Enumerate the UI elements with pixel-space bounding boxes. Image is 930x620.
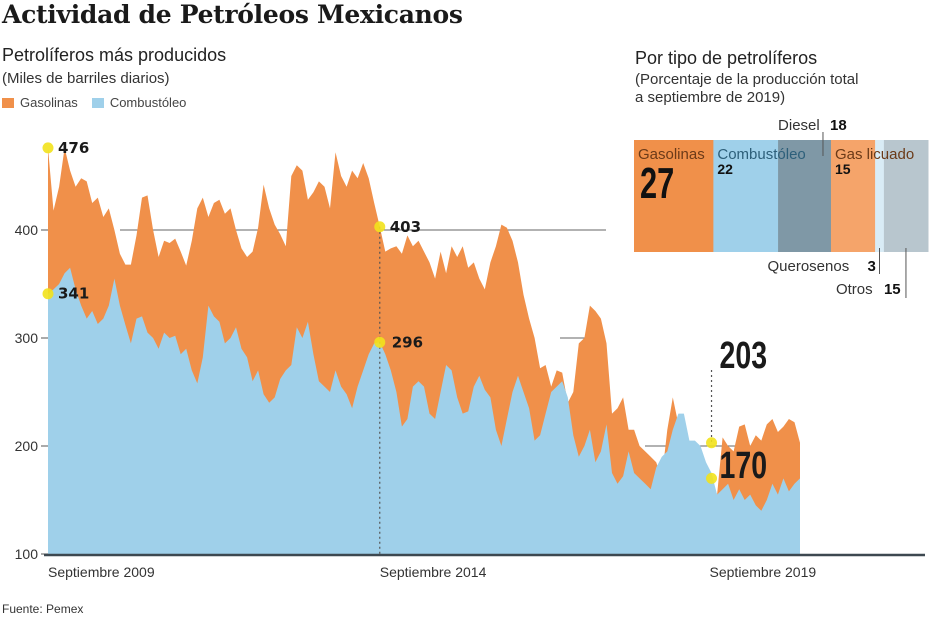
right-chart-units-line1: (Porcentaje de la producción total: [635, 71, 859, 88]
x-tick-label-2: Septiembre 2019: [710, 564, 817, 580]
bar-value-diesel: 18: [830, 117, 847, 134]
bar-value-otros: 15: [884, 281, 901, 298]
left-chart-title: Petrolíferos más producidos: [2, 45, 227, 65]
right-chart-units: (Porcentaje de la producción total a sep…: [635, 71, 858, 107]
legend: Gasolinas Combustóleo: [2, 95, 186, 110]
bar-segment-combustóleo: [713, 140, 779, 252]
x-tick-label-0: Septiembre 2009: [48, 564, 155, 580]
bar-label-diesel: Diesel: [778, 117, 820, 134]
annotation-label-296: 296: [392, 333, 423, 351]
annotation-dot-476: [42, 142, 54, 154]
legend-item-combustoleo: Combustóleo: [91, 95, 187, 110]
legend-swatch-combustoleo: [91, 98, 104, 108]
left-chart-units: (Miles de barriles diarios): [2, 70, 170, 87]
bar-label-otros: Otros: [836, 281, 873, 298]
bar-label-querosenos: Querosenos: [767, 258, 849, 275]
bar-label-combustoleo: Combustóleo: [717, 146, 805, 163]
source-note: Fuente: Pemex: [2, 602, 84, 616]
bar-value-querosenos: 3: [867, 258, 875, 275]
bar-segment-gas-licuado: [830, 140, 876, 252]
bar-segment-querosenos: [875, 140, 885, 252]
y-tick-label-100: 100: [15, 546, 39, 562]
legend-swatch-gasolinas: [2, 98, 14, 108]
y-tick-label-400: 400: [15, 222, 39, 238]
bar-value-gas-licuado: 15: [835, 161, 851, 177]
page-title: Actividad de Petróleos Mexicanos: [2, 0, 463, 29]
bar-segment-gasolinas: [634, 140, 714, 252]
annotation-label-403: 403: [390, 218, 421, 236]
bar-label-gasolinas: Gasolinas: [638, 146, 705, 163]
annotation-label-341: 341: [58, 285, 89, 303]
area-combustoleo: [48, 267, 800, 554]
bar-segment-otros: [883, 140, 929, 252]
annotation-label-476: 476: [58, 139, 89, 157]
annotation-dot-341: [42, 288, 54, 300]
bar-segment-diesel: [778, 140, 832, 252]
right-chart-units-line2: a septiembre de 2019): [635, 89, 786, 106]
y-tick-label-200: 200: [15, 438, 39, 454]
bar-value-combustoleo: 22: [717, 161, 733, 177]
annotation-label-170: 170: [720, 445, 768, 487]
bar-label-gas-licuado: Gas licuado: [835, 146, 914, 163]
right-chart-title: Por tipo de petrolíferos: [635, 48, 818, 68]
annotation-dot-170: [706, 472, 718, 484]
y-tick-label-300: 300: [15, 330, 39, 346]
annotation-dot-403: [374, 221, 386, 233]
annotation-dot-296: [374, 336, 386, 348]
annotation-label-203: 203: [720, 335, 768, 377]
legend-item-gasolinas: Gasolinas: [2, 95, 78, 110]
bar-value-gasolinas: 27: [640, 160, 674, 209]
legend-label-gasolinas: Gasolinas: [20, 95, 78, 110]
annotation-dot-203: [706, 437, 718, 449]
legend-label-combustoleo: Combustóleo: [109, 95, 187, 110]
x-tick-label-1: Septiembre 2014: [380, 564, 487, 580]
